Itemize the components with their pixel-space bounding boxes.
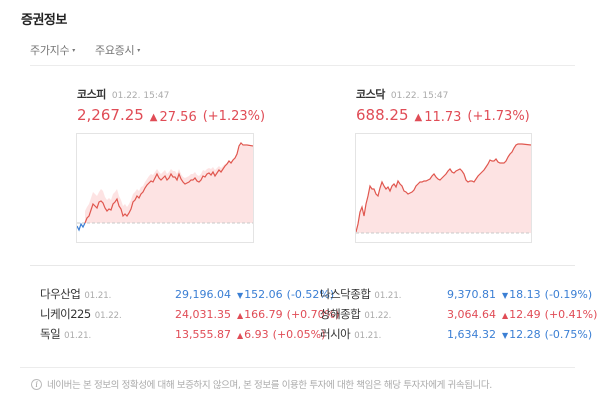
arrow-up-icon: ▲ (502, 311, 509, 320)
kospi-card[interactable]: 코스피 01.22. 15:47 2,267.25 ▲ 27.56 (+1.23… (77, 86, 265, 125)
arrow-up-icon: ▲ (237, 311, 244, 320)
index-percent: (+1.23%) (202, 109, 266, 124)
market-value: 24,031.35 (175, 308, 231, 321)
index-name: 코스닥 (356, 88, 385, 101)
market-row-russia[interactable]: 러시아 01.21. 1,634.32 ▼ 12.28 (-0.75%) (320, 326, 597, 346)
market-date: 01.21. (374, 291, 402, 301)
index-value: 2,267.25 (77, 106, 144, 124)
market-name: 나스닥종합 (320, 287, 371, 301)
chevron-down-icon: ▾ (72, 47, 75, 54)
kosdaq-card[interactable]: 코스닥 01.22. 15:47 688.25 ▲ 11.73 (+1.73%) (356, 86, 530, 125)
market-change: 12.28 (509, 328, 541, 341)
tab-label: 주요증시 (95, 44, 135, 57)
market-value: 9,370.81 (447, 288, 496, 301)
market-value: 13,555.87 (175, 328, 231, 341)
market-value: 1,634.32 (447, 328, 496, 341)
market-change: 12.49 (509, 308, 541, 321)
market-name: 독일 (40, 327, 61, 341)
chart-line (356, 143, 531, 233)
market-name: 니케이225 (40, 307, 91, 321)
index-change: 27.56 (159, 110, 197, 125)
arrow-up-icon: ▲ (237, 331, 244, 340)
divider (20, 367, 575, 368)
arrow-down-icon: ▼ (237, 291, 244, 300)
index-change: 11.73 (424, 110, 462, 125)
market-percent: (-0.75%) (544, 328, 593, 341)
market-row-dow[interactable]: 다우산업 01.21. 29,196.04 ▼ 152.06 (-0.52%) (40, 286, 339, 306)
market-value: 3,064.64 (447, 308, 496, 321)
market-change: 166.79 (244, 308, 283, 321)
disclaimer-text: 네이버는 본 정보의 정확성에 대해 보증하지 않으며, 본 정보를 이용한 투… (47, 380, 492, 391)
market-percent: (+0.41%) (544, 308, 598, 321)
arrow-up-icon: ▲ (149, 112, 158, 123)
market-percent: (+0.70%) (286, 308, 340, 321)
market-percent: (-0.19%) (544, 288, 593, 301)
index-time: 01.22. 15:47 (390, 91, 449, 101)
tab-label: 주가지수 (30, 44, 70, 57)
market-name: 러시아 (320, 327, 351, 341)
market-date: 01.21. (354, 331, 382, 341)
arrow-up-icon: ▲ (414, 112, 423, 123)
tab-bar: 주가지수 ▾ 주요증시 ▾ (30, 42, 140, 58)
page-title: 증권정보 (21, 13, 67, 28)
arrow-down-icon: ▼ (502, 331, 509, 340)
market-row-shanghai[interactable]: 상해종합 01.22. 3,064.64 ▲ 12.49 (+0.41%) (320, 306, 597, 326)
market-row-nasdaq[interactable]: 나스닥종합 01.21. 9,370.81 ▼ 18.13 (-0.19%) (320, 286, 597, 306)
info-icon: i (31, 378, 42, 390)
tab-major-markets[interactable]: 주요증시 ▾ (95, 42, 140, 58)
world-markets-left: 다우산업 01.21. 29,196.04 ▼ 152.06 (-0.52%) 니… (40, 286, 339, 346)
market-name: 상해종합 (320, 307, 361, 321)
divider (30, 265, 575, 266)
market-change: 152.06 (244, 288, 283, 301)
chart-line (84, 142, 253, 224)
market-change: 18.13 (509, 288, 541, 301)
market-row-germany[interactable]: 독일 01.21. 13,555.87 ▲ 6.93 (+0.05%) (40, 326, 339, 346)
arrow-down-icon: ▼ (502, 291, 509, 300)
kosdaq-chart[interactable] (355, 133, 532, 243)
market-date: 01.22. (364, 311, 392, 321)
index-value: 688.25 (356, 106, 409, 124)
kospi-chart[interactable] (76, 133, 254, 243)
market-name: 다우산업 (40, 287, 81, 301)
chart-area (356, 144, 531, 233)
chart-area (85, 145, 253, 223)
world-markets-right: 나스닥종합 01.21. 9,370.81 ▼ 18.13 (-0.19%) 상해… (320, 286, 597, 346)
market-date: 01.21. (64, 331, 92, 341)
market-date: 01.22. (94, 311, 122, 321)
index-percent: (+1.73%) (467, 109, 530, 124)
market-percent: (+0.05%) (272, 328, 326, 341)
market-change: 6.93 (244, 328, 269, 341)
market-value: 29,196.04 (175, 288, 231, 301)
chevron-down-icon: ▾ (137, 47, 140, 54)
market-row-nikkei[interactable]: 니케이225 01.22. 24,031.35 ▲ 166.79 (+0.70%) (40, 306, 339, 326)
chart-line-down (77, 222, 86, 232)
tab-stock-index[interactable]: 주가지수 ▾ (30, 42, 75, 58)
market-date: 01.21. (84, 291, 112, 301)
disclaimer: i 네이버는 본 정보의 정확성에 대해 보증하지 않으며, 본 정보를 이용한… (31, 377, 492, 391)
divider (30, 65, 575, 66)
index-time: 01.22. 15:47 (111, 91, 170, 101)
index-name: 코스피 (77, 88, 106, 101)
market-percent: (-0.52%) (286, 288, 335, 301)
